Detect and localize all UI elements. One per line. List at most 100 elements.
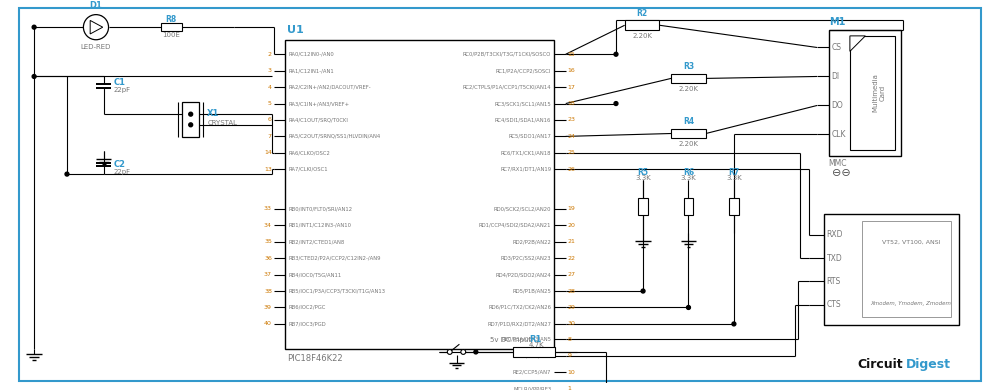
Text: DO: DO [832,101,843,110]
Text: C2: C2 [113,160,125,169]
Text: RC2/CTPLS/P1A/CCP1/T5CKI/AN14: RC2/CTPLS/P1A/CCP1/T5CKI/AN14 [463,85,551,90]
Text: 3.3K: 3.3K [681,175,696,181]
Text: 37: 37 [264,272,272,277]
Text: RB7/IOC3/PGD: RB7/IOC3/PGD [288,321,326,326]
Text: 20: 20 [568,223,576,228]
Text: RB2/INT2/CTED1/AN8: RB2/INT2/CTED1/AN8 [288,239,345,244]
Text: RC0/P2B/T3CKI/T3G/T1CKI/SOSCO: RC0/P2B/T3CKI/T3G/T1CKI/SOSCO [463,52,551,57]
Text: RA1/C12IN1-/AN1: RA1/C12IN1-/AN1 [288,68,334,73]
Text: 2.20K: 2.20K [632,33,652,39]
Text: 26: 26 [568,167,576,172]
Text: RC1/P2A/CCP2/SOSCI: RC1/P2A/CCP2/SOSCI [496,68,551,73]
Text: D1: D1 [90,1,102,10]
Circle shape [641,289,645,293]
Text: 5v DC Input: 5v DC Input [490,337,531,343]
Text: RB3/CTED2/P2A/CCP2/C12IN2-/AN9: RB3/CTED2/P2A/CCP2/C12IN2-/AN9 [288,256,381,261]
Text: 3.3K: 3.3K [635,175,651,181]
Bar [625,20,659,30]
Text: 2.20K: 2.20K [678,141,698,147]
Text: 33: 33 [264,206,272,211]
Text: 10: 10 [568,370,575,375]
Text: RA5/C2OUT/SRNQ/SS1/HLVDIN/AN4: RA5/C2OUT/SRNQ/SS1/HLVDIN/AN4 [288,134,381,139]
Text: RB0/INT0/FLT0/SRI/AN12: RB0/INT0/FLT0/SRI/AN12 [288,206,352,211]
Text: VT52, VT100, ANSI: VT52, VT100, ANSI [882,240,940,245]
Circle shape [447,349,452,355]
Text: RD5/P1B/AN25: RD5/P1B/AN25 [512,289,551,294]
Text: Circuit: Circuit [858,358,903,371]
Text: RD1/CCP4/SDI2/SDA2/AN21: RD1/CCP4/SDI2/SDA2/AN21 [479,223,551,228]
Bar [829,30,901,156]
Text: 30: 30 [568,321,576,326]
Text: RE2/CCP5/AN7: RE2/CCP5/AN7 [513,370,551,375]
Circle shape [687,305,690,309]
Circle shape [614,102,618,105]
Circle shape [732,322,736,326]
Text: RC7/RX1/DT1/AN19: RC7/RX1/DT1/AN19 [500,167,551,172]
Bar [513,347,555,357]
Bar [684,198,693,215]
Text: 8: 8 [568,337,572,342]
Text: 9: 9 [568,353,572,358]
Circle shape [83,14,109,40]
Text: RA2/C2IN+/AN2/DACOUT/VREF-: RA2/C2IN+/AN2/DACOUT/VREF- [288,85,371,90]
Text: 22: 22 [568,256,576,261]
Circle shape [32,74,36,78]
Text: 7: 7 [268,134,272,139]
Text: C1: C1 [113,78,125,87]
Text: RC5/SDO1/AN17: RC5/SDO1/AN17 [508,134,551,139]
Text: 40: 40 [264,321,272,326]
Text: RB6/IOC2/PGC: RB6/IOC2/PGC [288,305,326,310]
Text: LED-RED: LED-RED [81,44,111,50]
Text: 6: 6 [268,117,272,122]
Text: RB1/INT1/C12IN3-/AN10: RB1/INT1/C12IN3-/AN10 [288,223,351,228]
Bar [850,36,895,150]
Text: 3: 3 [268,68,272,73]
Text: 35: 35 [264,239,272,244]
Text: 27: 27 [568,272,576,277]
Text: 19: 19 [568,206,576,211]
Text: 5: 5 [268,101,272,106]
Text: 18: 18 [568,101,575,106]
Text: RA6/CLKO/OSC2: RA6/CLKO/OSC2 [288,150,330,155]
Text: CS: CS [832,43,842,52]
Text: M1: M1 [829,17,845,27]
Text: 38: 38 [264,289,272,294]
Bar [671,74,706,83]
Text: X1: X1 [207,109,220,118]
Text: RA0/C12IN0-/AN0: RA0/C12IN0-/AN0 [288,52,334,57]
Text: R8: R8 [166,15,177,24]
Text: 17: 17 [568,85,576,90]
Text: MCLR/VPP/RE3: MCLR/VPP/RE3 [513,386,551,390]
Circle shape [189,123,193,127]
Circle shape [474,350,478,354]
Circle shape [189,112,193,116]
Text: R6: R6 [683,168,694,177]
Text: RTS: RTS [827,277,841,286]
Text: 13: 13 [264,167,272,172]
Bar [182,102,199,137]
Text: RC3/SCK1/SCL1/AN15: RC3/SCK1/SCL1/AN15 [494,101,551,106]
Text: 34: 34 [264,223,272,228]
Text: 22pF: 22pF [113,87,130,93]
Text: 23: 23 [568,117,576,122]
Bar [729,198,739,215]
Text: 15: 15 [568,52,575,57]
Bar [161,23,182,31]
Circle shape [32,25,36,29]
Text: 21: 21 [568,239,576,244]
Polygon shape [850,36,865,51]
Text: R4: R4 [683,117,694,126]
Text: 14: 14 [264,150,272,155]
Text: R7: R7 [728,168,740,177]
Text: 4: 4 [268,85,272,90]
Text: RE1/P3B/AN6: RE1/P3B/AN6 [517,353,551,358]
Text: ⊖⊖: ⊖⊖ [832,168,851,178]
Text: 29: 29 [568,305,576,310]
Text: 2: 2 [268,52,272,57]
Text: RA4/C1OUT/SRQ/T0CKI: RA4/C1OUT/SRQ/T0CKI [288,117,348,122]
Text: RA3/C1IN+/AN3/VREF+: RA3/C1IN+/AN3/VREF+ [288,101,349,106]
Circle shape [65,172,69,176]
Text: R1: R1 [529,335,541,344]
Text: U1: U1 [287,25,304,35]
Text: RD0/SCK2/SCL2/AN20: RD0/SCK2/SCL2/AN20 [494,206,551,211]
